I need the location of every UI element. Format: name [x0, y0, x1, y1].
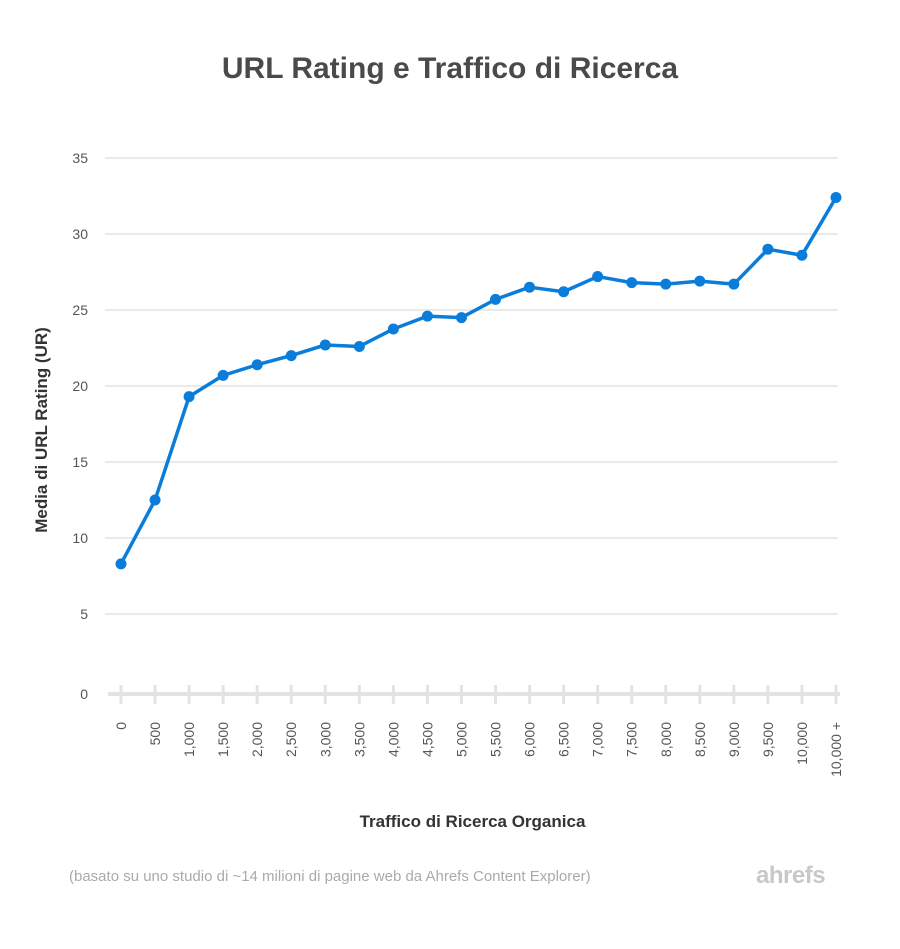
data-point — [626, 277, 638, 289]
x-tick-label: 2,000 — [249, 722, 265, 757]
data-point — [660, 278, 672, 290]
data-point — [830, 192, 842, 204]
y-tick-label: 5 — [80, 606, 88, 622]
x-tick-label: 5,000 — [453, 722, 469, 757]
data-point — [558, 286, 570, 298]
x-tick-label: 7,500 — [624, 722, 640, 757]
x-tick-label: 10,000 — [794, 722, 810, 765]
data-point — [762, 243, 774, 255]
x-tick-label: 5,500 — [488, 722, 504, 757]
ahrefs-logo: ahrefs — [756, 862, 826, 889]
data-line — [119, 196, 838, 565]
x-tick-label: 6,000 — [522, 722, 538, 757]
x-tick-label: 7,000 — [590, 722, 606, 757]
data-point — [217, 369, 229, 381]
x-tick-label: 8,000 — [658, 722, 674, 757]
x-tick-label: 10,000 + — [828, 722, 844, 777]
x-tick-label: 8,500 — [692, 722, 708, 757]
x-tick-label: 6,500 — [556, 722, 572, 757]
data-point — [387, 323, 399, 335]
data-point — [353, 340, 365, 352]
data-point — [694, 275, 706, 287]
data-point — [490, 293, 502, 305]
data-point — [183, 391, 195, 403]
data-point — [149, 494, 161, 506]
x-tick-label: 4,000 — [385, 722, 401, 757]
y-tick-label: 0 — [80, 686, 88, 702]
data-point — [796, 249, 808, 261]
data-point — [592, 271, 604, 283]
x-axis-label: Traffico di Ricerca Organica — [359, 812, 586, 831]
footnote: (basato su uno studio di ~14 milioni di … — [69, 868, 591, 885]
data-point — [285, 350, 297, 362]
x-tick-label: 4,500 — [419, 722, 435, 757]
data-point — [524, 281, 536, 293]
x-tick-label: 3,500 — [351, 722, 367, 757]
chart-title: URL Rating e Traffico di Ricerca — [221, 52, 679, 85]
data-point — [455, 312, 467, 324]
x-tick-label: 9,500 — [760, 722, 776, 757]
data-point — [115, 558, 127, 570]
x-tick-label: 0 — [113, 722, 129, 730]
y-tick-label: 15 — [72, 454, 88, 470]
x-tick-label: 1,500 — [215, 722, 231, 757]
x-tick-label: 3,000 — [317, 722, 333, 757]
y-tick-label: 30 — [72, 226, 88, 242]
y-tick-label: 20 — [72, 378, 88, 394]
x-tick-label: 500 — [147, 722, 163, 746]
data-point — [421, 310, 433, 322]
x-tick-label: 1,000 — [181, 722, 197, 757]
x-tick-label: 9,000 — [726, 722, 742, 757]
y-tick-label: 35 — [72, 150, 88, 166]
x-tick-label: 2,500 — [283, 722, 299, 757]
data-point — [728, 278, 740, 290]
y-tick-label: 10 — [72, 530, 88, 546]
data-point — [319, 339, 331, 351]
data-point — [251, 359, 263, 371]
y-tick-label: 25 — [72, 302, 88, 318]
